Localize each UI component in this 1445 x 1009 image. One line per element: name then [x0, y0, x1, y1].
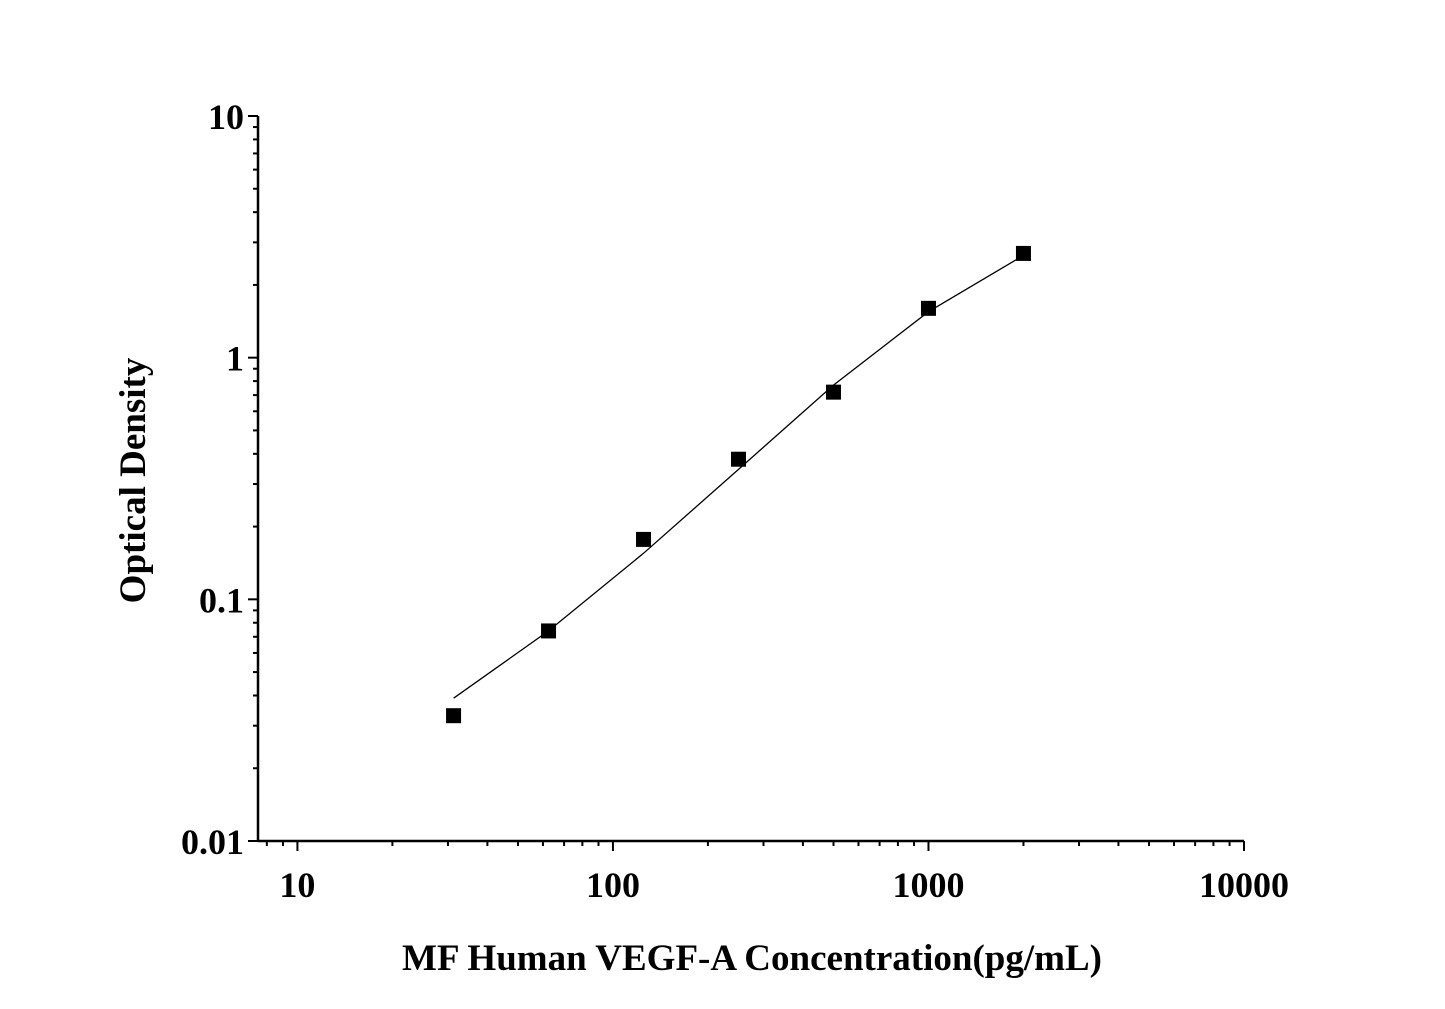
- x-axis-title: MF Human VEGF-A Concentration(pg/mL): [402, 938, 1102, 979]
- data-point: [541, 623, 557, 639]
- fit-curve-group: [453, 254, 1024, 699]
- data-point: [446, 708, 462, 724]
- x-tick-label: 10: [279, 865, 315, 905]
- data-point: [636, 531, 652, 547]
- x-tick-label: 100: [586, 865, 640, 905]
- data-points-group: [446, 245, 1031, 724]
- y-tick-label: 0.1: [199, 580, 244, 620]
- y-tick-label: 0.01: [181, 822, 244, 862]
- data-point: [731, 451, 747, 467]
- data-point: [825, 384, 841, 400]
- data-point: [1015, 245, 1031, 261]
- data-point: [920, 300, 936, 316]
- y-axis-title: Optical Density: [113, 357, 154, 603]
- y-tick-label: 1: [226, 339, 244, 379]
- x-tick-label: 1000: [892, 865, 964, 905]
- x-tick-label: 10000: [1199, 865, 1289, 905]
- y-tick-label: 10: [208, 97, 244, 137]
- fit-curve: [453, 254, 1024, 699]
- axes: 0.01 0.1 1 10 10 100 1000 10000: [181, 97, 1289, 905]
